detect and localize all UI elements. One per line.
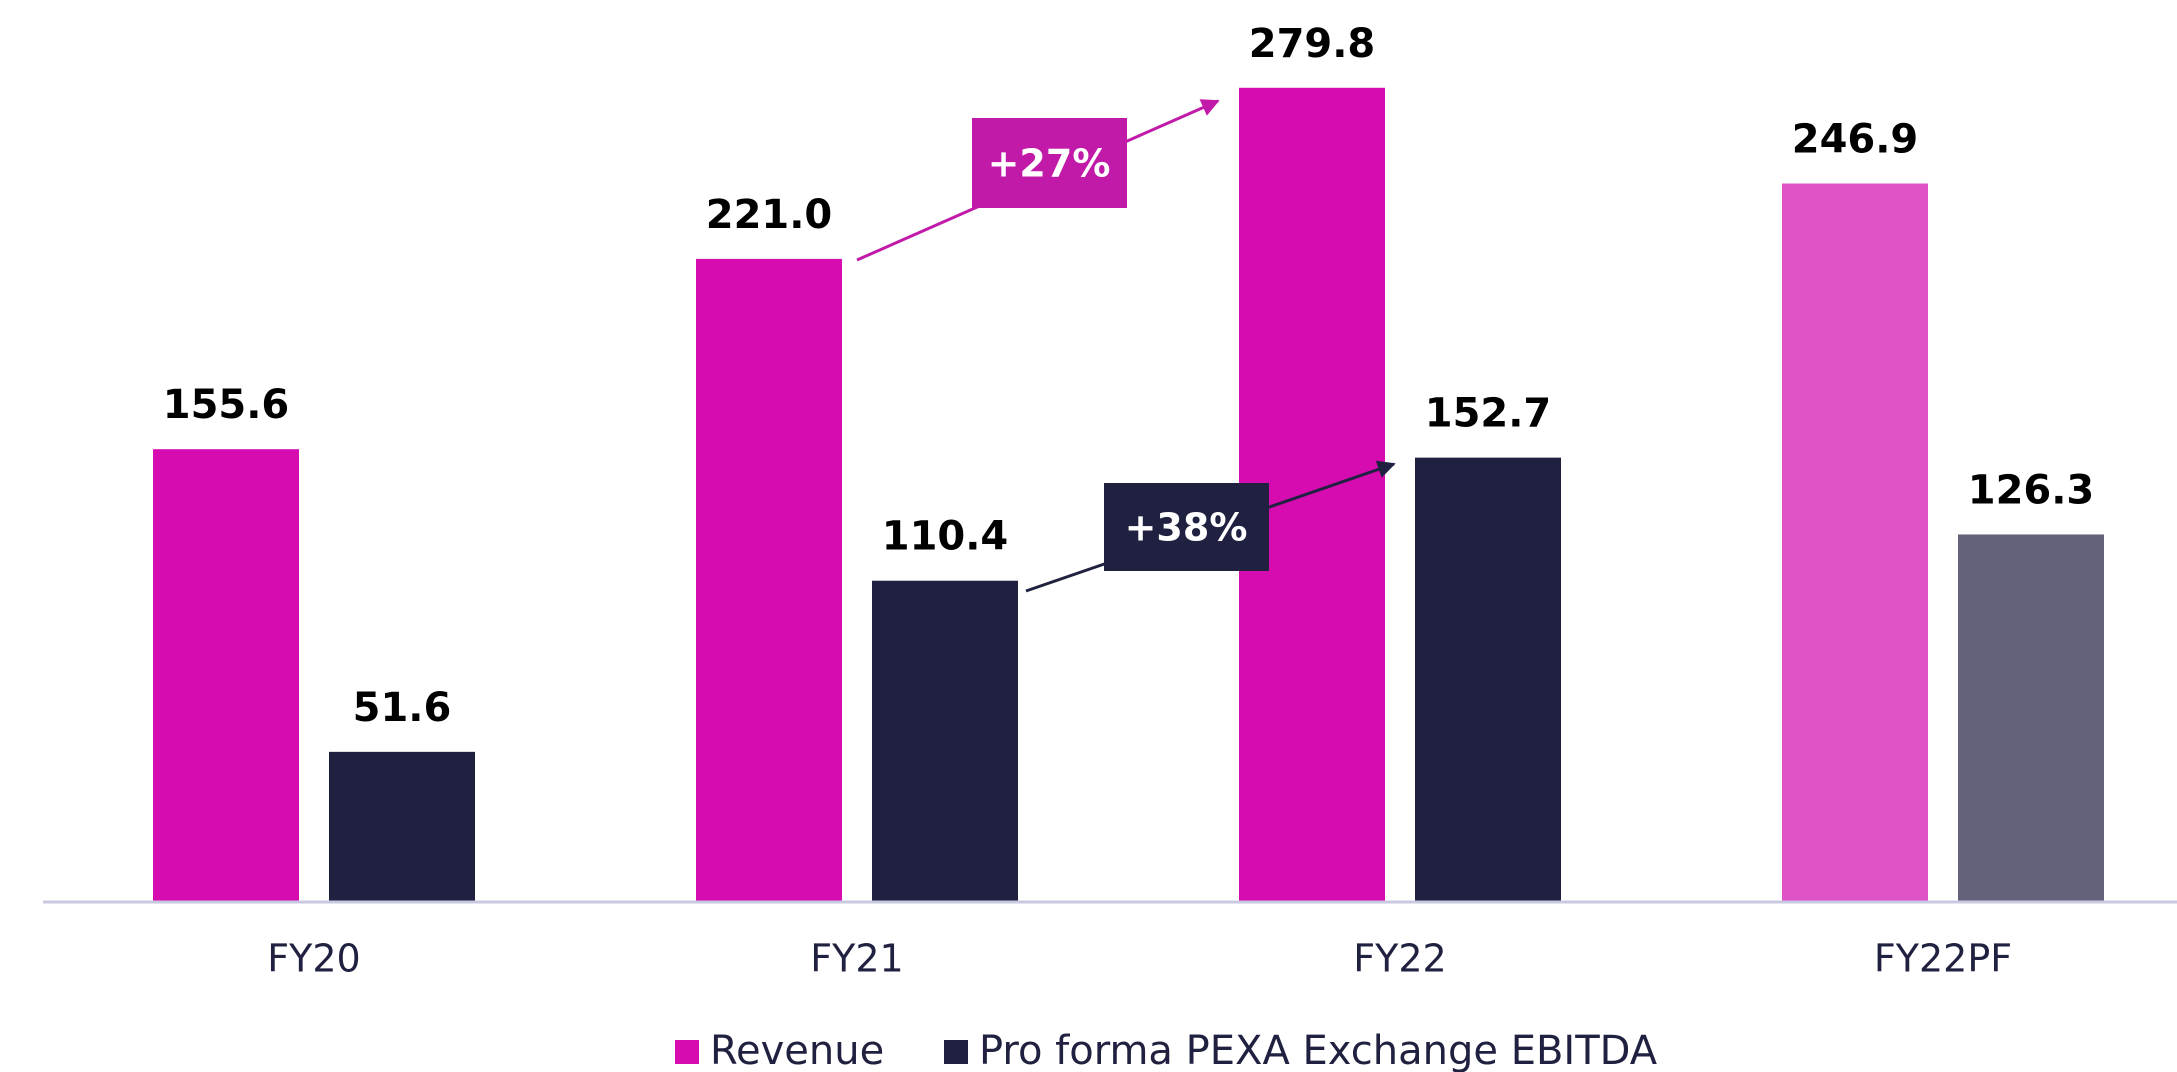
x-tick-label: FY22 [1353,937,1446,981]
bar [153,449,299,902]
legend-label: Revenue [710,1028,884,1072]
annotations: +27% +38% [856,99,1396,593]
data-label: 110.4 [882,514,1009,560]
annotation: +38% [1125,506,1248,550]
data-label: 51.6 [353,685,452,731]
legend-label: Pro forma PEXA Exchange EBITDA [979,1028,1658,1072]
bar [1415,457,1561,902]
bar [1958,534,2104,902]
x-tick-label: FY20 [267,937,360,981]
bar [1782,183,1928,902]
bar [872,580,1018,902]
data-label: 221.0 [706,192,833,238]
bar [329,751,475,902]
annotation-box [1104,483,1269,571]
data-label: 279.8 [1249,21,1376,67]
legend-swatch [675,1040,699,1064]
data-label: 152.7 [1425,391,1552,437]
annotation: +27% [988,142,1111,186]
annotation-box [972,118,1127,208]
x-tick-label: FY22PF [1874,937,2012,981]
data-label: 155.6 [163,382,290,428]
legend-swatch [944,1040,968,1064]
data-label: 246.9 [1792,117,1919,163]
bar [696,258,842,902]
x-tick-label: FY21 [810,937,903,981]
data-label: 126.3 [1968,467,2095,513]
